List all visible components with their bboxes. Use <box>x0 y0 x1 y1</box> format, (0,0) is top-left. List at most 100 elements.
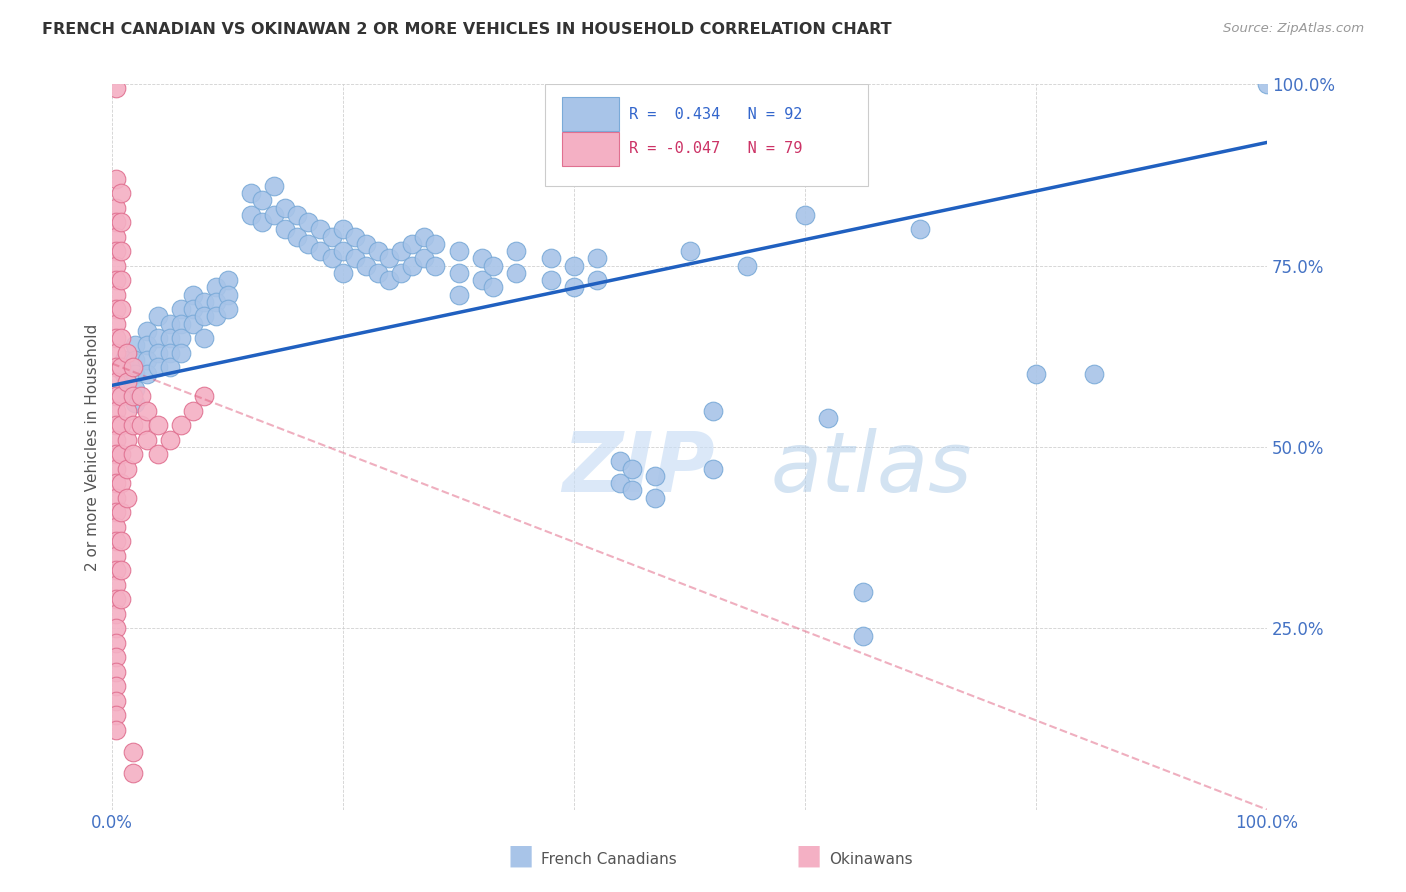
Point <box>309 244 332 259</box>
Point <box>104 665 127 679</box>
Point <box>389 244 412 259</box>
Point <box>104 171 127 186</box>
Point <box>104 229 127 244</box>
Point <box>104 447 127 461</box>
Point <box>644 491 666 505</box>
Point <box>217 302 239 317</box>
Point <box>1083 368 1105 382</box>
Point <box>104 331 127 345</box>
Point <box>159 331 181 345</box>
Point <box>124 338 146 352</box>
Point <box>562 280 585 294</box>
Point <box>263 178 285 193</box>
Point <box>122 745 145 759</box>
Point <box>115 461 138 475</box>
Point <box>620 483 643 498</box>
Point <box>482 280 505 294</box>
Point <box>378 273 401 287</box>
Point <box>104 433 127 447</box>
Point <box>104 621 127 635</box>
Point <box>170 331 193 345</box>
Point <box>274 201 297 215</box>
Point <box>122 418 145 433</box>
Point <box>115 491 138 505</box>
Point <box>135 353 157 368</box>
Point <box>159 360 181 375</box>
Point <box>193 310 215 324</box>
Point <box>321 229 343 244</box>
Point <box>412 252 434 266</box>
Point <box>104 317 127 331</box>
Point <box>205 295 228 310</box>
Point <box>104 403 127 417</box>
Point <box>122 766 145 780</box>
Point <box>263 208 285 222</box>
Point <box>170 418 193 433</box>
Point <box>447 287 470 301</box>
Point <box>110 476 132 491</box>
Point <box>159 433 181 447</box>
Point <box>678 244 700 259</box>
Point <box>332 222 354 236</box>
Point <box>110 215 132 229</box>
Point <box>181 287 204 301</box>
Point <box>181 317 204 331</box>
Point <box>104 360 127 375</box>
FancyBboxPatch shape <box>562 132 619 166</box>
Point <box>135 324 157 338</box>
Point <box>124 382 146 396</box>
Point <box>170 345 193 359</box>
Point <box>122 389 145 403</box>
Y-axis label: 2 or more Vehicles in Household: 2 or more Vehicles in Household <box>86 324 100 571</box>
Point <box>217 273 239 287</box>
Point <box>702 403 724 417</box>
Point <box>193 331 215 345</box>
Point <box>110 360 132 375</box>
Point <box>321 252 343 266</box>
Point <box>104 476 127 491</box>
Point <box>447 244 470 259</box>
Point <box>447 266 470 280</box>
Point <box>297 215 319 229</box>
Point <box>135 403 157 417</box>
Point <box>412 229 434 244</box>
Point <box>104 302 127 317</box>
Point <box>129 418 152 433</box>
Point <box>702 461 724 475</box>
Point <box>540 252 562 266</box>
Text: FRENCH CANADIAN VS OKINAWAN 2 OR MORE VEHICLES IN HOUSEHOLD CORRELATION CHART: FRENCH CANADIAN VS OKINAWAN 2 OR MORE VE… <box>42 22 891 37</box>
Point <box>205 280 228 294</box>
Point <box>274 222 297 236</box>
Point <box>193 295 215 310</box>
Point <box>104 505 127 519</box>
Point <box>110 447 132 461</box>
Point <box>910 222 932 236</box>
FancyBboxPatch shape <box>546 85 869 186</box>
Point <box>148 345 170 359</box>
Point <box>104 287 127 301</box>
Point <box>609 476 631 491</box>
Point <box>367 266 389 280</box>
Point <box>104 607 127 621</box>
Point <box>1256 78 1278 92</box>
Point <box>110 331 132 345</box>
Point <box>110 563 132 577</box>
Point <box>148 331 170 345</box>
Point <box>112 382 135 396</box>
Point <box>285 229 308 244</box>
Point <box>148 360 170 375</box>
Point <box>104 708 127 723</box>
Text: ■: ■ <box>508 842 533 870</box>
Point <box>104 461 127 475</box>
Point <box>586 252 609 266</box>
Text: ZIP: ZIP <box>562 428 716 509</box>
Point <box>252 215 274 229</box>
FancyBboxPatch shape <box>562 97 619 131</box>
Point <box>148 447 170 461</box>
Point <box>471 273 494 287</box>
Point <box>332 266 354 280</box>
Point <box>644 469 666 483</box>
Text: R = -0.047   N = 79: R = -0.047 N = 79 <box>630 141 803 156</box>
Point <box>104 578 127 592</box>
Point <box>104 215 127 229</box>
